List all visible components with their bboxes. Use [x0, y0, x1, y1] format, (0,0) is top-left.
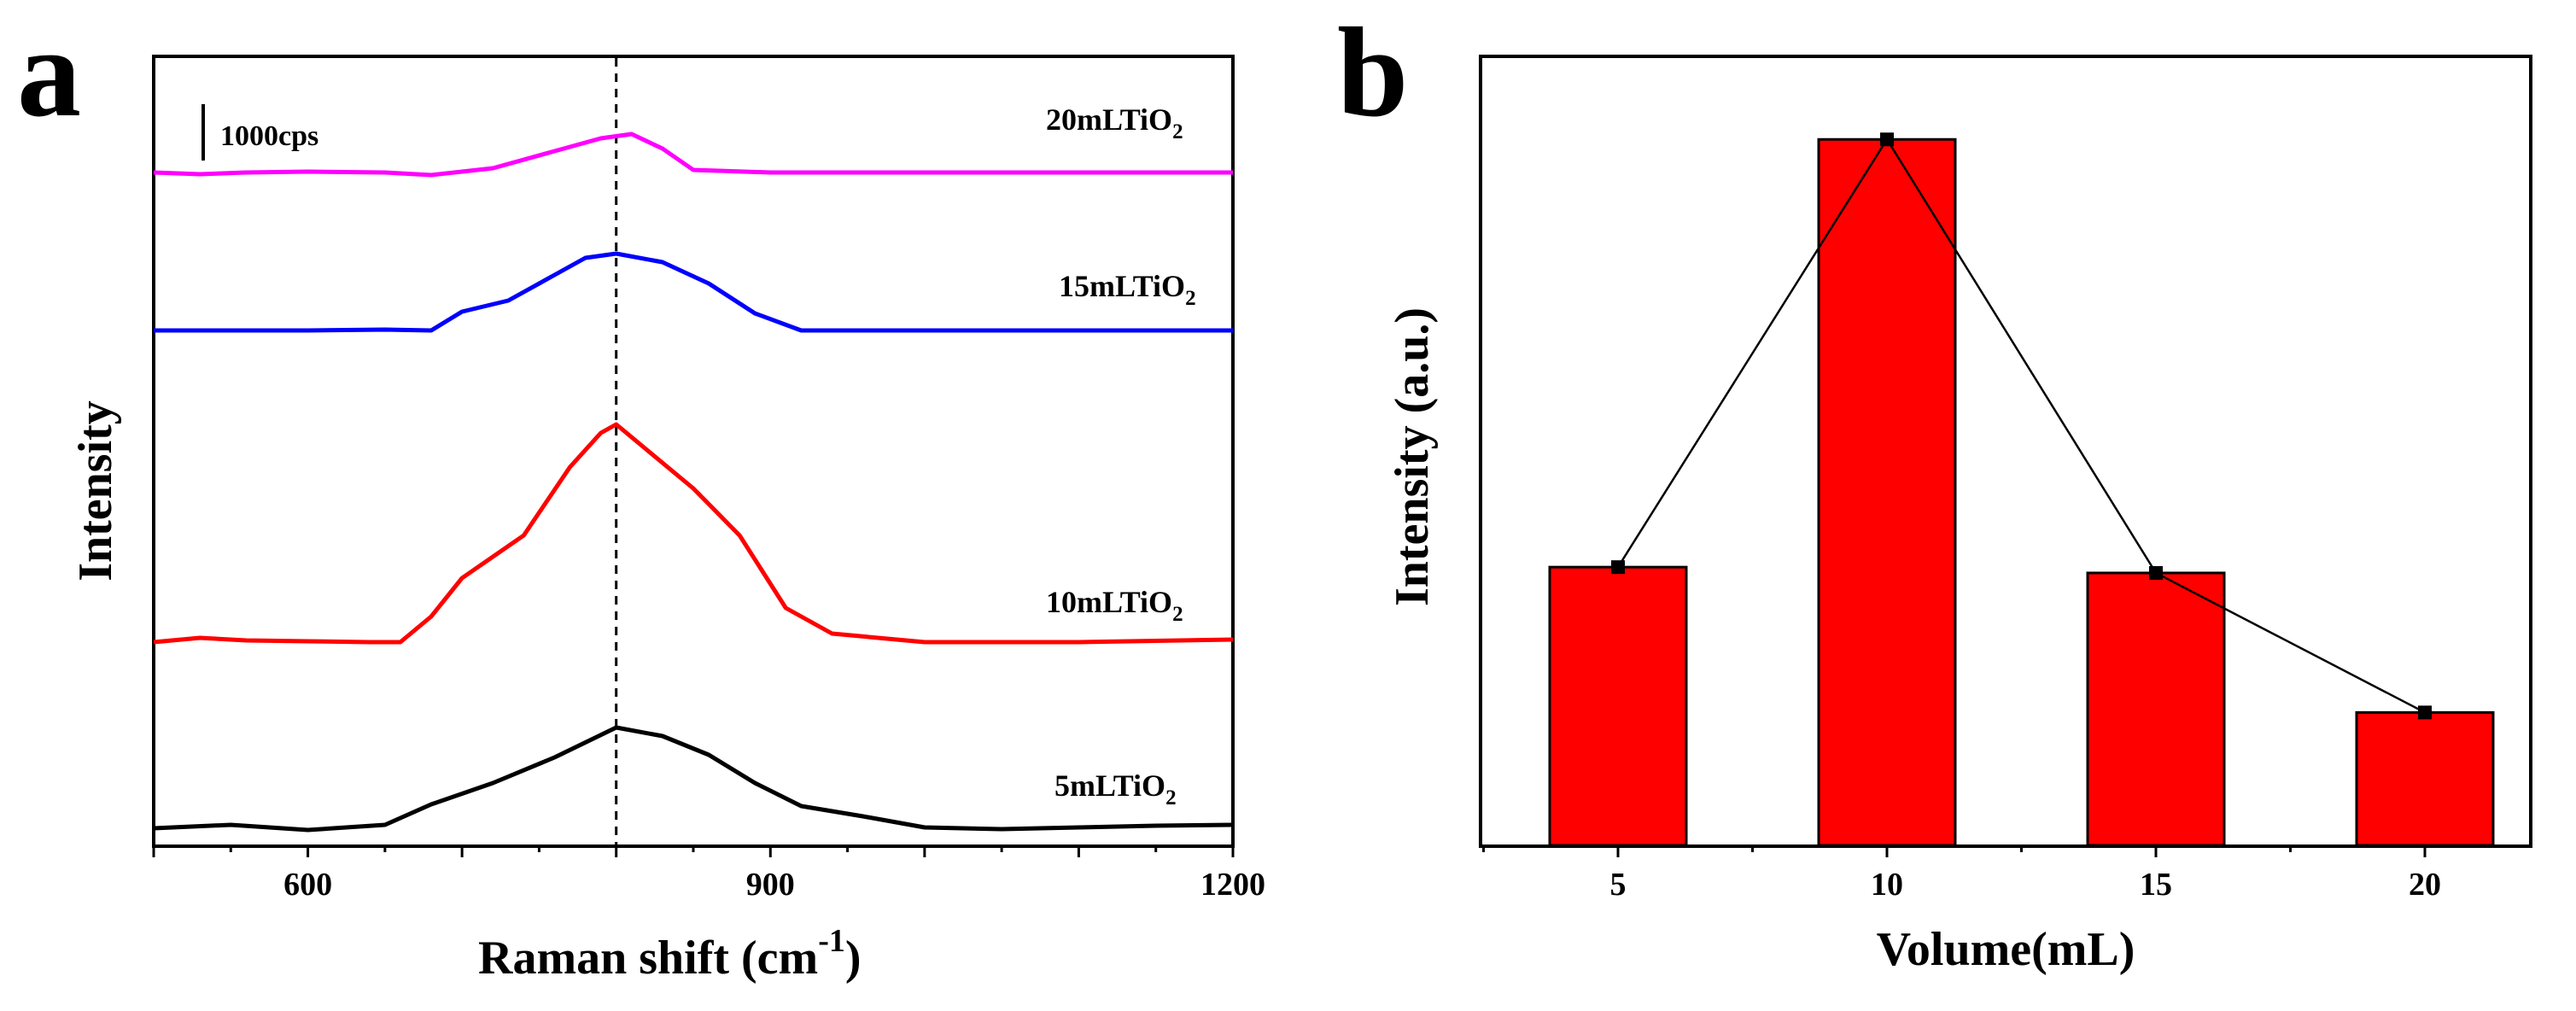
trend-marker-20 — [2418, 705, 2432, 720]
x-tick-label-b: 5 — [1610, 867, 1627, 903]
bar-15 — [2086, 571, 2226, 847]
bars-group — [1548, 137, 2495, 847]
bar-5 — [1548, 565, 1688, 847]
panel-a-letter: a — [17, 2, 81, 143]
series-label-subscript: 2 — [1185, 287, 1196, 310]
trend-line-group — [1611, 132, 2432, 720]
x-tick-label-b: 10 — [1871, 867, 1903, 903]
scale-bar-label: 1000cps — [220, 120, 318, 152]
series-line-5mLTiO2 — [153, 725, 1234, 833]
x-axis-ticks: 600 900 1200 — [152, 845, 1265, 903]
bar-10 — [1817, 137, 1957, 847]
x-axis-title-close: ) — [845, 932, 862, 985]
series-label-main: 20mLTiO — [1046, 102, 1172, 137]
series-label-subscript: 2 — [1172, 120, 1183, 143]
panel-b-letter: b — [1337, 2, 1408, 143]
trend-marker-10 — [1880, 132, 1894, 147]
series-line-10mLTiO2 — [153, 422, 1234, 645]
panel-a-plot-frame — [152, 55, 1235, 848]
series-label-20mLTiO2: 20mLTiO2 — [1046, 102, 1183, 143]
x-tick-label: 900 — [746, 867, 795, 903]
panel-b-plot-frame — [1479, 55, 2532, 848]
x-tick-label: 600 — [283, 867, 332, 903]
series-line-15mLTiO2 — [154, 251, 1233, 333]
x-axis-title-b: Volume(mL) — [1877, 923, 2135, 976]
series-label-main: 15mLTiO — [1059, 269, 1185, 303]
spectra-series-group — [153, 131, 1234, 833]
series-label-10mLTiO2: 10mLTiO2 — [1046, 585, 1183, 626]
y-axis-title-b: Intensity (a.u.) — [1386, 307, 1439, 606]
trend-marker-15 — [2149, 565, 2163, 580]
series-label-subscript: 2 — [1165, 786, 1177, 809]
series-label-15mLTiO2: 15mLTiO2 — [1059, 269, 1196, 310]
series-label-subscript: 2 — [1172, 603, 1183, 626]
series-label-main: 5mLTiO — [1054, 768, 1165, 803]
x-axis-title-superscript: -1 — [818, 923, 845, 959]
series-label-main: 10mLTiO — [1046, 585, 1172, 619]
x-tick-label-b: 15 — [2140, 867, 2172, 903]
x-axis-title: Raman shift (cm-1) — [478, 923, 862, 985]
series-line-20mLTiO2 — [153, 131, 1233, 178]
y-axis-title: Intensity — [69, 400, 122, 581]
bar-20 — [2355, 710, 2495, 847]
panel-b-bar-chart: b 5 10 15 20 Volume(mL) Intensity (a.u.) — [1337, 2, 2532, 976]
x-axis-title-main: Raman shift (cm — [478, 932, 818, 985]
trend-line — [1616, 137, 2426, 714]
x-tick-label-b: 20 — [2409, 867, 2441, 903]
series-label-5mLTiO2: 5mLTiO2 — [1054, 768, 1177, 809]
x-axis-ticks-b: 5 10 15 20 — [1482, 845, 2441, 903]
x-tick-label: 1200 — [1200, 867, 1265, 903]
trend-marker-5 — [1611, 560, 1625, 575]
